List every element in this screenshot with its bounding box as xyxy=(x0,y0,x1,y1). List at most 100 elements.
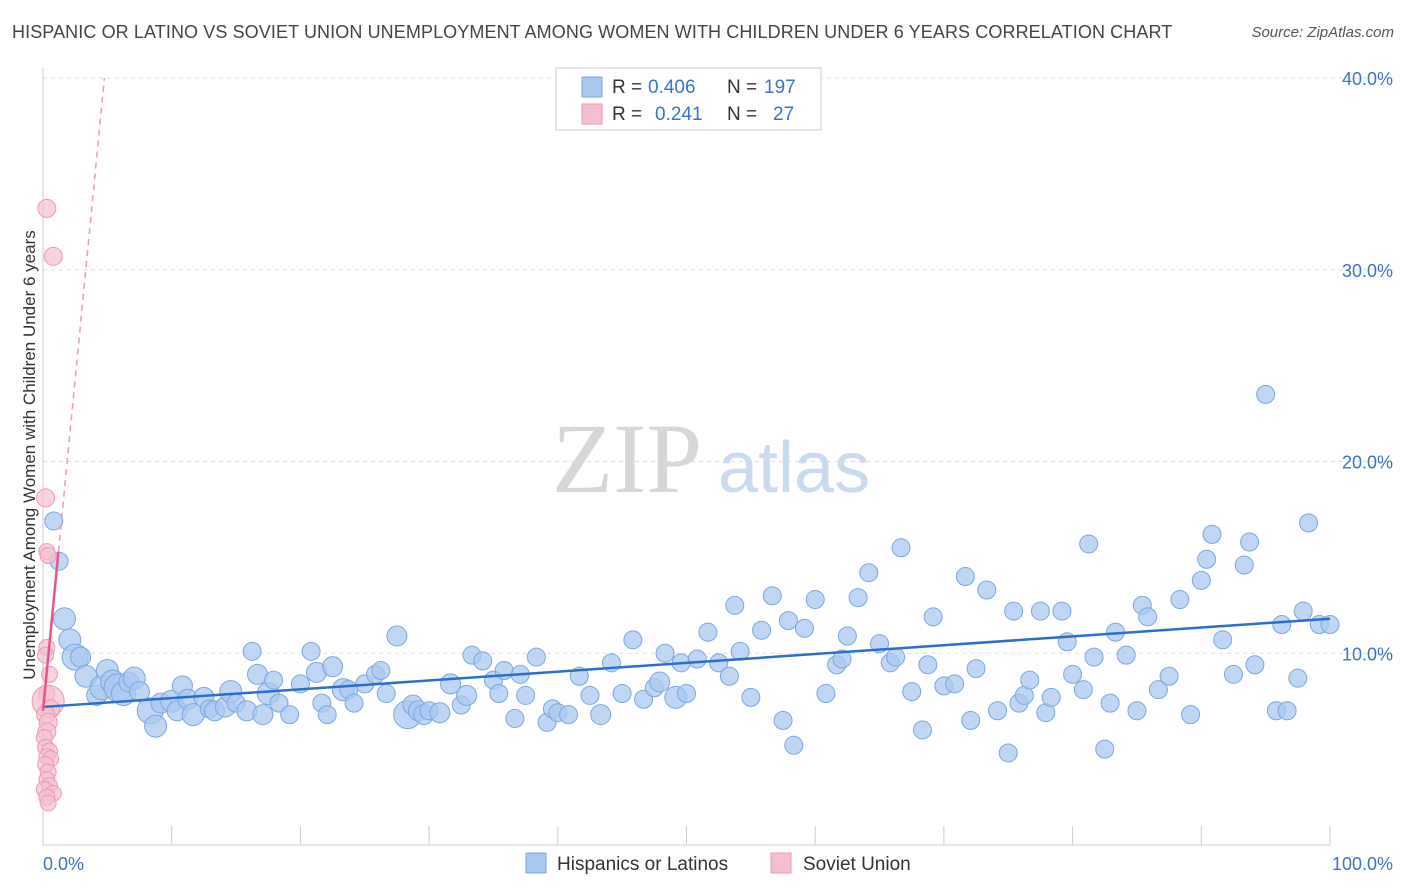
point-hispanics-51 xyxy=(386,625,408,647)
point-hispanics-49 xyxy=(371,661,391,681)
point-soviet-2 xyxy=(36,488,56,508)
point-hispanics-17 xyxy=(144,714,168,738)
point-hispanics-121 xyxy=(988,701,1008,721)
point-hispanics-103 xyxy=(832,649,852,669)
point-hispanics-78 xyxy=(612,684,632,704)
point-hispanics-150 xyxy=(1213,630,1233,650)
point-soviet-7 xyxy=(40,665,58,683)
point-hispanics-60 xyxy=(456,684,478,706)
point-hispanics-130 xyxy=(1052,601,1072,621)
point-hispanics-39 xyxy=(301,641,321,661)
point-hispanics-50 xyxy=(376,684,396,704)
trend-line-soviet-extension xyxy=(57,77,106,552)
point-hispanics-111 xyxy=(902,682,922,702)
point-hispanics-73 xyxy=(559,705,579,725)
point-hispanics-43 xyxy=(322,656,344,678)
point-hispanics-83 xyxy=(655,643,675,663)
point-hispanics-155 xyxy=(1256,384,1276,404)
point-hispanics-98 xyxy=(784,735,804,755)
point-hispanics-120 xyxy=(977,580,997,600)
trend-line-soviet xyxy=(41,551,60,711)
point-hispanics-137 xyxy=(1100,693,1120,713)
point-hispanics-68 xyxy=(516,685,536,705)
point-hispanics-31 xyxy=(242,641,262,661)
point-hispanics-143 xyxy=(1148,680,1168,700)
point-hispanics-152 xyxy=(1234,555,1254,575)
correlation-legend: R = 0.406 N = 197 R = 0.241 N = 27 xyxy=(555,67,822,131)
point-hispanics-160 xyxy=(1293,601,1313,621)
point-hispanics-95 xyxy=(762,586,782,606)
point-hispanics-57 xyxy=(429,702,451,724)
bottom-legend-swatch-hispanics xyxy=(525,852,547,874)
point-hispanics-79 xyxy=(623,630,643,650)
point-hispanics-148 xyxy=(1197,549,1217,569)
point-soviet-26 xyxy=(39,794,57,812)
point-hispanics-132 xyxy=(1063,664,1083,684)
point-hispanics-94 xyxy=(752,620,772,640)
point-hispanics-89 xyxy=(709,653,729,673)
point-hispanics-117 xyxy=(955,567,975,587)
point-hispanics-113 xyxy=(918,655,938,675)
point-hispanics-5 xyxy=(70,646,92,668)
point-hispanics-157 xyxy=(1272,614,1292,634)
bottom-legend-hispanics: Hispanics or Latinos xyxy=(557,854,728,875)
legend-r-value-1: 0.406 xyxy=(648,77,696,98)
point-hispanics-140 xyxy=(1127,701,1147,721)
point-hispanics-104 xyxy=(837,626,857,646)
point-hispanics-101 xyxy=(816,684,836,704)
y-tick-label-40: 40.0% xyxy=(1342,69,1393,89)
watermark: ZIP atlas xyxy=(552,403,870,514)
point-hispanics-154 xyxy=(1245,655,1265,675)
point-hispanics-110 xyxy=(891,538,911,558)
point-hispanics-86 xyxy=(677,684,696,704)
series-legend: Hispanics or Latinos Soviet Union xyxy=(525,852,911,875)
trend-line-hispanics xyxy=(42,617,1331,709)
point-hispanics-66 xyxy=(505,708,525,728)
x-tick-label-max: 100.0% xyxy=(1332,854,1393,874)
watermark-atlas: atlas xyxy=(718,428,870,508)
point-hispanics-105 xyxy=(848,588,868,608)
point-hispanics-106 xyxy=(859,563,879,583)
point-hispanics-93 xyxy=(741,687,761,707)
y-tick-label-20: 20.0% xyxy=(1342,453,1393,473)
point-hispanics-129 xyxy=(1041,687,1061,707)
point-hispanics-35 xyxy=(264,670,284,690)
legend-n-value-1: 197 xyxy=(764,77,796,98)
point-hispanics-145 xyxy=(1170,590,1190,610)
point-hispanics-99 xyxy=(794,618,814,638)
point-hispanics-46 xyxy=(344,693,364,713)
source-credit: Source: ZipAtlas.com xyxy=(1251,24,1394,41)
point-hispanics-127 xyxy=(1030,601,1050,621)
gridlines xyxy=(43,77,1393,654)
y-tick-label-10: 10.0% xyxy=(1342,644,1393,664)
chart-title: HISPANIC OR LATINO VS SOVIET UNION UNEMP… xyxy=(12,22,1173,42)
point-hispanics-88 xyxy=(698,622,718,642)
point-hispanics-118 xyxy=(961,710,981,730)
point-hispanics-114 xyxy=(923,607,943,627)
legend-n-label-1: N = xyxy=(727,77,757,98)
point-hispanics-74 xyxy=(569,666,589,686)
bottom-legend-swatch-soviet xyxy=(770,852,792,874)
point-hispanics-69 xyxy=(526,647,546,667)
point-soviet-6 xyxy=(37,646,55,664)
legend-r-value-2: 0.241 xyxy=(655,104,703,125)
point-hispanics-2 xyxy=(52,607,76,631)
point-hispanics-37 xyxy=(280,705,300,725)
point-hispanics-100 xyxy=(805,590,825,610)
point-soviet-4 xyxy=(39,546,57,564)
point-hispanics-0 xyxy=(44,511,64,531)
point-hispanics-62 xyxy=(473,651,493,671)
point-hispanics-33 xyxy=(252,704,274,726)
point-hispanics-153 xyxy=(1240,532,1260,552)
point-hispanics-123 xyxy=(1004,601,1024,621)
bottom-legend-soviet: Soviet Union xyxy=(803,854,911,875)
trend-lines xyxy=(41,77,1331,711)
point-hispanics-119 xyxy=(966,659,986,679)
legend-swatch-hispanics xyxy=(581,76,603,98)
x-tick-label-min: 0.0% xyxy=(43,854,84,874)
y-tick-labels: 10.0% 20.0% 30.0% 40.0% xyxy=(1342,69,1393,664)
legend-r-label-2: R = xyxy=(612,104,642,125)
point-hispanics-96 xyxy=(773,710,793,730)
